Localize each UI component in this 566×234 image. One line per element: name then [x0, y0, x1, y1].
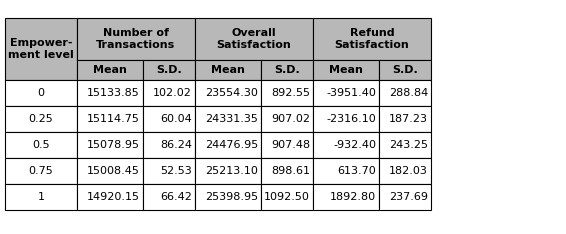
Bar: [77, 106, 143, 132]
Bar: [195, 60, 261, 80]
Bar: [261, 132, 313, 158]
Bar: [261, 80, 313, 106]
Text: 15133.85: 15133.85: [87, 88, 140, 98]
Text: Mean: Mean: [211, 65, 245, 75]
Bar: [313, 184, 379, 210]
Text: 243.25: 243.25: [389, 140, 428, 150]
Text: S.D.: S.D.: [392, 65, 418, 75]
Bar: [195, 80, 261, 106]
Text: Empower-
ment level: Empower- ment level: [8, 38, 74, 60]
Text: 0.25: 0.25: [29, 114, 53, 124]
Text: 0.75: 0.75: [29, 166, 53, 176]
Bar: [143, 158, 195, 184]
Bar: [379, 80, 431, 106]
Bar: [143, 132, 195, 158]
Bar: [5, 132, 77, 158]
Bar: [261, 184, 313, 210]
Bar: [195, 184, 261, 210]
Text: 60.04: 60.04: [160, 114, 192, 124]
Text: 613.70: 613.70: [337, 166, 376, 176]
Text: 907.02: 907.02: [271, 114, 310, 124]
Text: Mean: Mean: [329, 65, 363, 75]
Text: Number of
Transactions: Number of Transactions: [96, 28, 175, 50]
Text: 15078.95: 15078.95: [87, 140, 140, 150]
Bar: [261, 106, 313, 132]
Text: 907.48: 907.48: [271, 140, 310, 150]
Text: -3951.40: -3951.40: [326, 88, 376, 98]
Bar: [77, 80, 143, 106]
Text: 25213.10: 25213.10: [205, 166, 258, 176]
Bar: [195, 158, 261, 184]
Text: 288.84: 288.84: [389, 88, 428, 98]
Bar: [77, 60, 143, 80]
Text: S.D.: S.D.: [274, 65, 300, 75]
Bar: [5, 80, 77, 106]
Bar: [195, 132, 261, 158]
Text: 0.5: 0.5: [32, 140, 50, 150]
Text: S.D.: S.D.: [156, 65, 182, 75]
Text: 86.24: 86.24: [160, 140, 192, 150]
Bar: [143, 106, 195, 132]
Bar: [195, 18, 313, 60]
Text: 24476.95: 24476.95: [205, 140, 258, 150]
Text: 0: 0: [37, 88, 45, 98]
Text: 898.61: 898.61: [271, 166, 310, 176]
Bar: [379, 106, 431, 132]
Text: 25398.95: 25398.95: [205, 192, 258, 202]
Bar: [5, 158, 77, 184]
Bar: [313, 18, 431, 60]
Bar: [195, 106, 261, 132]
Bar: [5, 184, 77, 210]
Bar: [313, 106, 379, 132]
Bar: [261, 60, 313, 80]
Bar: [313, 60, 379, 80]
Text: 24331.35: 24331.35: [205, 114, 258, 124]
Text: 1092.50: 1092.50: [264, 192, 310, 202]
Text: -932.40: -932.40: [333, 140, 376, 150]
Text: 1: 1: [37, 192, 45, 202]
Bar: [379, 184, 431, 210]
Text: 237.69: 237.69: [389, 192, 428, 202]
Text: 23554.30: 23554.30: [205, 88, 258, 98]
Text: 15008.45: 15008.45: [87, 166, 140, 176]
Bar: [261, 158, 313, 184]
Bar: [5, 106, 77, 132]
Bar: [77, 18, 195, 60]
Bar: [77, 184, 143, 210]
Text: Refund
Satisfaction: Refund Satisfaction: [335, 28, 409, 50]
Bar: [379, 132, 431, 158]
Text: Mean: Mean: [93, 65, 127, 75]
Text: 52.53: 52.53: [160, 166, 192, 176]
Text: 182.03: 182.03: [389, 166, 428, 176]
Bar: [5, 18, 77, 80]
Bar: [143, 184, 195, 210]
Text: 892.55: 892.55: [271, 88, 310, 98]
Text: 187.23: 187.23: [389, 114, 428, 124]
Bar: [77, 158, 143, 184]
Bar: [313, 132, 379, 158]
Bar: [77, 132, 143, 158]
Text: 102.02: 102.02: [153, 88, 192, 98]
Text: 14920.15: 14920.15: [87, 192, 140, 202]
Text: 66.42: 66.42: [160, 192, 192, 202]
Bar: [379, 158, 431, 184]
Text: 1892.80: 1892.80: [330, 192, 376, 202]
Bar: [313, 158, 379, 184]
Bar: [379, 60, 431, 80]
Bar: [143, 80, 195, 106]
Text: 15114.75: 15114.75: [87, 114, 140, 124]
Text: Overall
Satisfaction: Overall Satisfaction: [217, 28, 291, 50]
Text: -2316.10: -2316.10: [326, 114, 376, 124]
Bar: [143, 60, 195, 80]
Bar: [313, 80, 379, 106]
